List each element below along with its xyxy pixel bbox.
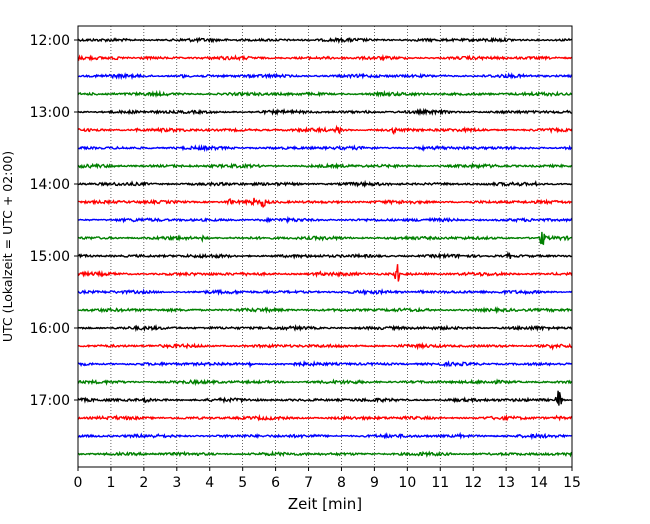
x-tick-label: 4 <box>205 475 214 491</box>
trace-1630 <box>77 359 573 369</box>
trace-1200 <box>77 36 573 44</box>
x-tick-label: 6 <box>271 475 280 491</box>
y-tick-label: 12:00 <box>30 33 70 49</box>
x-tick-label: 8 <box>337 475 346 491</box>
x-axis-label: Zeit [min] <box>288 495 362 513</box>
trace-1615 <box>77 341 573 351</box>
trace-1345 <box>77 161 573 170</box>
x-tick-label: 12 <box>464 475 482 491</box>
trace-1445 <box>77 231 573 246</box>
y-axis-label: UTC (Lokalzeit = UTC + 02:00) <box>0 151 15 342</box>
x-tick-label: 10 <box>398 475 416 491</box>
trace-1330 <box>77 143 573 153</box>
trace-1545 <box>77 305 573 315</box>
x-tick-label: 3 <box>172 475 181 491</box>
plot-frame <box>77 25 573 468</box>
trace-1415 <box>77 197 573 209</box>
trace-1700 <box>77 390 572 406</box>
trace-1300 <box>77 107 573 117</box>
trace-1745 <box>77 450 573 458</box>
trace-1500 <box>77 251 573 260</box>
x-tick-label: 1 <box>106 475 115 491</box>
x-tick-label: 5 <box>238 475 247 491</box>
trace-1315 <box>77 124 573 135</box>
trace-1715 <box>77 413 573 422</box>
x-tick-label: 11 <box>431 475 449 491</box>
trace-1245 <box>77 89 573 98</box>
x-tick-label: 9 <box>370 475 379 491</box>
x-tick-label: 15 <box>563 475 581 491</box>
x-tick-label: 0 <box>74 475 83 491</box>
trace-1530 <box>77 288 573 296</box>
trace-1645 <box>77 378 573 387</box>
y-tick-label: 15:00 <box>30 249 70 265</box>
y-tick-label: 14:00 <box>30 177 70 193</box>
y-tick-label: 16:00 <box>30 321 70 337</box>
y-tick-label: 17:00 <box>30 393 70 409</box>
trace-1215 <box>77 53 573 62</box>
y-tick-label: 13:00 <box>30 105 70 121</box>
trace-1230 <box>77 72 573 81</box>
trace-1515 <box>77 264 573 282</box>
trace-1730 <box>77 431 573 441</box>
x-tick-label: 13 <box>497 475 515 491</box>
tick-layer: 0 1 2 3 4 5 6 7 8 9 10 11 12 13 14 1512:0013:0014:0015:… <box>30 33 581 491</box>
x-tick-label: 7 <box>304 475 313 491</box>
trace-layer <box>77 36 573 458</box>
x-tick-label: 14 <box>530 475 548 491</box>
x-tick-label: 2 <box>139 475 148 491</box>
trace-1400 <box>77 179 573 188</box>
trace-1430 <box>77 215 573 225</box>
trace-1600 <box>77 323 573 333</box>
